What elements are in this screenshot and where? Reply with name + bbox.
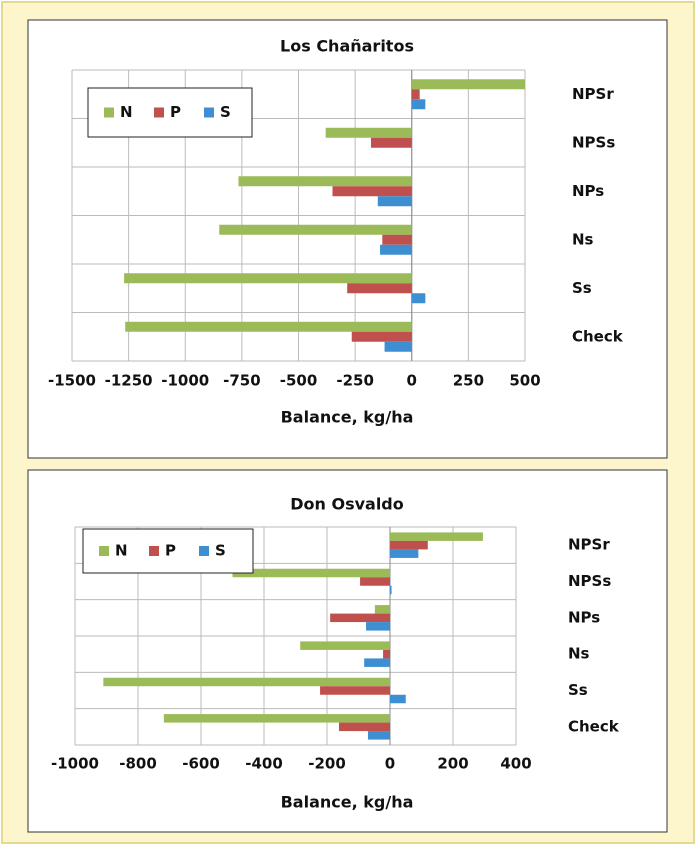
legend-swatch: [149, 546, 159, 556]
legend-swatch: [99, 546, 109, 556]
y-tick-label: NPSs: [568, 572, 611, 590]
chart-title: Don Osvaldo: [290, 495, 404, 514]
y-tick-label: NPSr: [568, 536, 610, 554]
x-axis-title: Balance, kg/ha: [281, 408, 414, 427]
y-tick-label: Ns: [572, 230, 594, 248]
bar: [380, 244, 412, 255]
y-tick-label: Check: [568, 717, 620, 735]
y-tick-label: Ns: [568, 645, 590, 663]
bar: [390, 694, 406, 704]
x-tick-label: -1000: [161, 372, 209, 390]
bar: [390, 532, 483, 541]
legend-label: S: [220, 103, 231, 121]
bar: [124, 273, 412, 284]
legend-label: N: [115, 542, 128, 560]
legend-swatch: [104, 107, 114, 118]
x-tick-label: 500: [509, 372, 540, 390]
bar: [330, 613, 390, 623]
x-tick-label: -600: [182, 755, 220, 773]
bar: [377, 196, 412, 207]
x-tick-label: -250: [336, 372, 374, 390]
bar: [338, 722, 390, 732]
y-tick-label: NPSs: [572, 133, 615, 151]
bar: [332, 186, 412, 197]
bar: [351, 331, 412, 342]
x-tick-label: 0: [407, 372, 417, 390]
bar: [390, 549, 419, 558]
bar: [411, 293, 426, 304]
x-tick-label: 400: [500, 755, 531, 773]
bar: [163, 714, 390, 723]
chart-title: Los Chañaritos: [280, 37, 414, 56]
bar: [411, 79, 525, 90]
x-tick-label: -200: [308, 755, 346, 773]
bar: [364, 658, 390, 667]
legend: [82, 528, 254, 574]
x-tick-label: -750: [223, 372, 261, 390]
x-tick-label: -1500: [48, 372, 96, 390]
bar: [367, 731, 390, 740]
bar: [390, 585, 392, 595]
bar: [383, 649, 390, 659]
bar: [411, 99, 426, 110]
legend-label: P: [165, 542, 176, 560]
bar: [370, 137, 412, 148]
bar: [325, 127, 412, 138]
y-tick-label: NPs: [568, 608, 600, 626]
legend-swatch: [204, 107, 214, 118]
bar: [390, 540, 428, 550]
legend-label: P: [170, 103, 181, 121]
bar: [411, 89, 420, 100]
bar: [125, 321, 412, 332]
y-tick-label: NPs: [572, 182, 604, 200]
legend-swatch: [199, 546, 209, 556]
y-tick-label: Check: [572, 327, 624, 345]
legend: [87, 87, 253, 138]
bar: [347, 283, 412, 294]
x-axis-title: Balance, kg/ha: [281, 793, 414, 812]
legend-label: N: [120, 103, 133, 121]
bar: [384, 341, 412, 352]
bar: [219, 224, 412, 235]
x-tick-label: -800: [119, 755, 157, 773]
bar: [382, 234, 412, 245]
x-tick-label: -1250: [105, 372, 153, 390]
bar: [360, 577, 390, 586]
x-tick-label: 250: [453, 372, 484, 390]
y-tick-label: Ss: [568, 681, 588, 699]
x-tick-label: -400: [245, 755, 283, 773]
x-tick-label: -1000: [51, 755, 99, 773]
bar: [366, 622, 390, 631]
bar: [300, 641, 390, 650]
bar: [320, 686, 390, 695]
bar: [103, 677, 390, 687]
x-tick-label: -500: [280, 372, 318, 390]
bar: [374, 605, 390, 614]
bar: [238, 176, 412, 187]
x-tick-label: 0: [385, 755, 395, 773]
bar: [232, 568, 390, 578]
x-tick-label: 200: [437, 755, 468, 773]
legend-label: S: [215, 542, 226, 560]
y-tick-label: NPSr: [572, 85, 614, 103]
y-tick-label: Ss: [572, 279, 592, 297]
legend-swatch: [154, 107, 164, 118]
